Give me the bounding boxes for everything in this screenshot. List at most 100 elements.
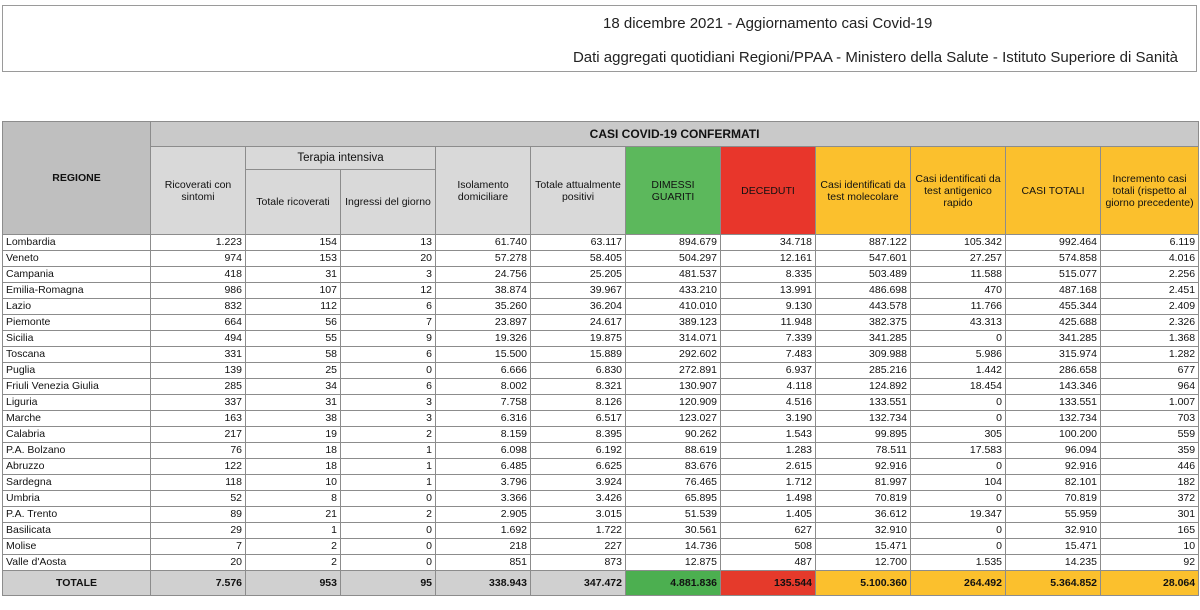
data-row: P.A. Bolzano 76 18 1 6.098 6.192 88.619 1.283 78…	[2, 442, 1200, 459]
data-row: Toscana 331 58 6 15.500 15.889 292.602 7.483 309…	[2, 346, 1200, 363]
cell-value: 8.335	[720, 266, 816, 283]
cell-value: 88.619	[625, 442, 721, 459]
cell-value: 52	[150, 490, 246, 507]
cell-value: 90.262	[625, 426, 721, 443]
cell-value: 14.736	[625, 538, 721, 555]
cell-value: 31	[245, 266, 341, 283]
cell-value: 301	[1099, 506, 1200, 523]
cell-value: 7.339	[720, 330, 816, 347]
cell-value: 3	[340, 394, 436, 411]
cell-value: 0	[910, 394, 1006, 411]
cell-value: 96.094	[1005, 442, 1101, 459]
cell-value: 18	[245, 442, 341, 459]
cell-value: 3.426	[530, 490, 626, 507]
data-row: Friuli Venezia Giulia 285 34 6 8.002 8.321 130…	[2, 378, 1200, 395]
cell-value: 165	[1099, 522, 1200, 539]
column-header: Isolamento domiciliare	[435, 146, 531, 235]
cell-value: 8.159	[435, 426, 531, 443]
cell-value: 433.210	[625, 282, 721, 299]
cell-value: 851	[435, 554, 531, 571]
total-row: TOTALE 7.576 953 95 338.943 347.472 4.881.836 1…	[2, 570, 1200, 596]
column-header: Ingressi del giorno	[340, 169, 436, 235]
cell-value: 285	[150, 378, 246, 395]
cell-value: 217	[150, 426, 246, 443]
cell-value: 6.316	[435, 410, 531, 427]
cell-value: 410.010	[625, 298, 721, 315]
cell-value: 487	[720, 554, 816, 571]
cell-value: 832	[150, 298, 246, 315]
cell-value: 18.454	[910, 378, 1006, 395]
data-row: Marche 163 38 3 6.316 6.517 123.027 3.190 132.73…	[2, 410, 1200, 427]
region-name: Valle d'Aosta	[2, 554, 151, 571]
cell-value: 81.997	[815, 474, 911, 491]
cell-value: 153	[245, 250, 341, 267]
cell-value: 1.405	[720, 506, 816, 523]
cell-value: 56	[245, 314, 341, 331]
cell-value: 0	[910, 458, 1006, 475]
header-title: 18 dicembre 2021 - Aggiornamento casi Co…	[603, 15, 933, 32]
cell-value: 123.027	[625, 410, 721, 427]
cell-value: 494	[150, 330, 246, 347]
data-row: Liguria 337 31 3 7.758 8.126 120.909 4.516 133.5…	[2, 394, 1200, 411]
cell-value: 314.071	[625, 330, 721, 347]
cell-value: 0	[340, 538, 436, 555]
cell-value: 272.891	[625, 362, 721, 379]
cell-value: 7	[150, 538, 246, 555]
cell-value: 894.679	[625, 234, 721, 251]
cell-value: 13	[340, 234, 436, 251]
cell-value: 515.077	[1005, 266, 1101, 283]
cell-value: 873	[530, 554, 626, 571]
cell-value: 470	[910, 282, 1006, 299]
cell-value: 1.712	[720, 474, 816, 491]
region-name: Puglia	[2, 362, 151, 379]
region-name: Veneto	[2, 250, 151, 267]
cell-value: 36.612	[815, 506, 911, 523]
cell-value: 2	[340, 506, 436, 523]
cell-value: 2	[340, 426, 436, 443]
cell-value: 20	[340, 250, 436, 267]
cell-value: 132.734	[1005, 410, 1101, 427]
cell-value: 6	[340, 378, 436, 395]
cell-value: 227	[530, 538, 626, 555]
cell-value: 31	[245, 394, 341, 411]
cell-value: 1	[340, 458, 436, 475]
total-value: 7.576	[150, 570, 246, 596]
cell-value: 0	[340, 490, 436, 507]
cell-value: 61.740	[435, 234, 531, 251]
cell-value: 0	[910, 538, 1006, 555]
cell-value: 292.602	[625, 346, 721, 363]
column-header: CASI TOTALI	[1005, 146, 1101, 235]
cell-value: 19.326	[435, 330, 531, 347]
cell-value: 0	[910, 522, 1006, 539]
cell-value: 4.016	[1099, 250, 1200, 267]
cell-value: 4.516	[720, 394, 816, 411]
cell-value: 487.168	[1005, 282, 1101, 299]
cell-value: 6	[340, 298, 436, 315]
cell-value: 14.235	[1005, 554, 1101, 571]
cell-value: 78.511	[815, 442, 911, 459]
cell-value: 104	[910, 474, 1006, 491]
cell-value: 486.698	[815, 282, 911, 299]
cell-value: 425.688	[1005, 314, 1101, 331]
cell-value: 10	[245, 474, 341, 491]
header-subtitle: Dati aggregati quotidiani Regioni/PPAA -…	[572, 49, 1178, 66]
cell-value: 58.405	[530, 250, 626, 267]
region-name: Lombardia	[2, 234, 151, 251]
cell-value: 3	[340, 266, 436, 283]
cell-value: 15.471	[1005, 538, 1101, 555]
cell-value: 182	[1099, 474, 1200, 491]
region-name: Basilicata	[2, 522, 151, 539]
cell-value: 8.321	[530, 378, 626, 395]
cell-value: 1.007	[1099, 394, 1200, 411]
cell-value: 8.002	[435, 378, 531, 395]
data-row: Sardegna 118 10 1 3.796 3.924 76.465 1.712 81.99…	[2, 474, 1200, 491]
cell-value: 20	[150, 554, 246, 571]
cell-value: 25.205	[530, 266, 626, 283]
cell-value: 1	[340, 442, 436, 459]
region-name: Umbria	[2, 490, 151, 507]
cell-value: 19	[245, 426, 341, 443]
cell-value: 118	[150, 474, 246, 491]
subgroup-title: Terapia intensiva	[245, 146, 436, 170]
cell-value: 1	[340, 474, 436, 491]
cell-value: 315.974	[1005, 346, 1101, 363]
